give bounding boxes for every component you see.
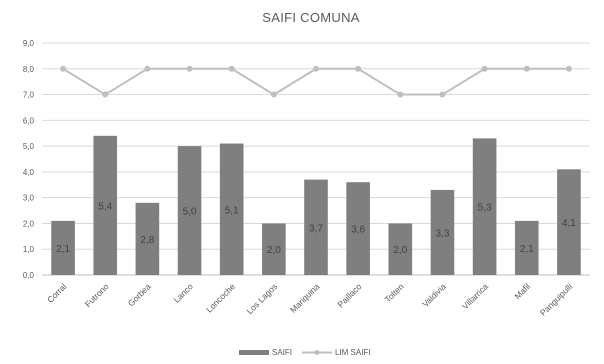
saifi-data-label: 2,1 <box>56 244 70 255</box>
saifi-data-label: 5,3 <box>478 203 492 214</box>
x-tick-label: Los Lagos <box>244 281 279 316</box>
lim-saifi-point <box>313 65 319 72</box>
x-tick-label: Lanco <box>171 281 195 305</box>
legend-swatch-saifi <box>239 350 269 355</box>
lim-saifi-point <box>270 91 277 98</box>
lim-saifi-point <box>523 65 530 72</box>
saifi-bar <box>304 179 328 275</box>
saifi-data-label: 2,8 <box>140 235 154 246</box>
lim-saifi-point <box>439 91 446 98</box>
y-tick-label: 1,0 <box>23 245 35 254</box>
saifi-bar <box>51 220 75 275</box>
y-tick-label: 3,0 <box>23 194 35 203</box>
saifi-data-label: 3,3 <box>436 228 450 239</box>
legend-label-saifi: SAIFI <box>272 348 292 357</box>
saifi-data-label: 5,4 <box>98 201 112 212</box>
saifi-bar <box>472 138 497 275</box>
y-tick-label: 9,0 <box>23 39 35 48</box>
x-tick-label: Gorbea <box>126 281 153 308</box>
y-tick-label: 4,0 <box>23 168 35 177</box>
y-axis-ticks: 0,0 1,0 2,0 3,0 4,0 5,0 6,0 7,0 8,0 9,0 <box>23 39 35 280</box>
chart-title: SAIFI COMUNA <box>262 10 360 25</box>
x-tick-label: Valdivia <box>420 281 448 309</box>
lim-saifi-point <box>228 65 235 72</box>
lim-saifi-point <box>481 65 488 72</box>
y-tick-label: 2,0 <box>23 219 35 228</box>
x-tick-label: Villarrica <box>460 281 490 311</box>
saifi-bar <box>219 143 244 275</box>
saifi-data-label: 3,7 <box>309 223 323 234</box>
y-tick-label: 0,0 <box>23 271 35 280</box>
saifi-data-label: 2,1 <box>520 244 534 255</box>
x-tick-label: Paillaco <box>335 281 363 309</box>
saifi-data-label: 2,0 <box>267 245 281 256</box>
y-tick-label: 6,0 <box>23 116 35 125</box>
lim-saifi-point <box>565 65 572 72</box>
lim-saifi-line <box>60 65 572 98</box>
saifi-bars: 2,1 5,4 2,8 5,0 5,1 2,0 3,7 3,6 2,0 3,3 5,3 2,1 4,1 <box>51 135 581 275</box>
x-tick-label: Mariquina <box>288 281 322 315</box>
saifi-data-label: 5,0 <box>183 207 197 218</box>
lim-saifi-point <box>355 65 362 72</box>
y-tick-label: 5,0 <box>23 142 35 151</box>
lim-saifi-point <box>144 65 151 72</box>
x-tick-label: Loncoche <box>204 281 237 314</box>
legend: SAIFI LIM SAIFI <box>239 348 371 357</box>
legend-label-lim-saifi: LIM SAIFI <box>335 348 371 357</box>
lim-saifi-point <box>186 65 193 72</box>
saifi-bar <box>557 169 581 275</box>
saifi-bar <box>135 202 160 275</box>
saifi-data-label: 2,0 <box>393 245 407 256</box>
saifi-bar <box>430 189 455 275</box>
lim-saifi-polyline <box>62 67 569 96</box>
legend-marker-lim-saifi <box>314 350 320 355</box>
saifi-bar <box>93 135 118 275</box>
saifi-data-label: 5,1 <box>225 205 239 216</box>
y-tick-label: 8,0 <box>23 65 35 74</box>
saifi-bar <box>177 146 202 275</box>
saifi-bar <box>514 220 539 275</box>
x-tick-label: Panguipulli <box>538 281 575 318</box>
x-tick-label: Tolten <box>383 281 406 304</box>
x-tick-label: Mafil <box>512 281 532 301</box>
x-tick-label: Futrono <box>83 281 111 309</box>
saifi-data-label: 4,1 <box>562 218 576 229</box>
lim-saifi-point <box>102 91 109 98</box>
saifi-data-label: 3,6 <box>351 225 365 236</box>
x-tick-label: Corral <box>45 281 69 305</box>
y-tick-label: 7,0 <box>23 91 35 100</box>
saifi-bar <box>262 223 286 275</box>
saifi-bar <box>346 182 370 275</box>
saifi-bar <box>388 223 413 275</box>
lim-saifi-point <box>60 65 67 72</box>
lim-saifi-point <box>397 91 404 98</box>
x-axis-ticks: Corral Futrono Gorbea Lanco Loncoche Los Lago… <box>45 281 574 318</box>
